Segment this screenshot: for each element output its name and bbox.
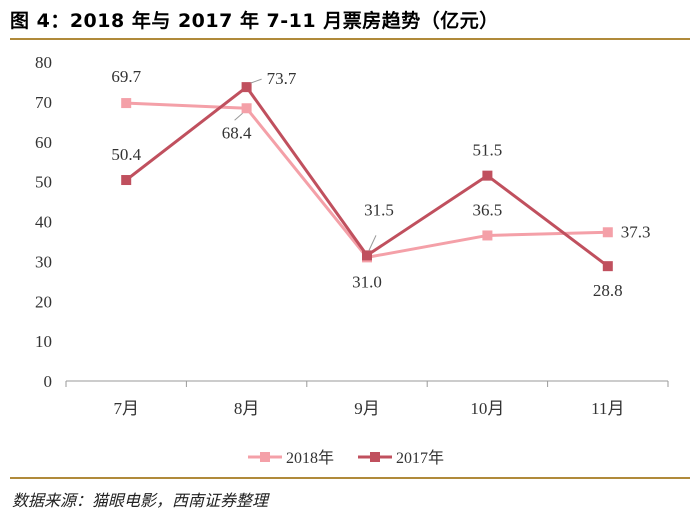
y-tick-label: 60 [35,133,52,152]
y-tick-label: 80 [35,53,52,72]
leader-line [368,235,377,251]
leader-line [250,78,262,84]
source-note: 数据来源：猫眼电影，西南证券整理 [12,491,269,510]
x-tick-label: 11月 [591,399,624,418]
legend-label: 2018年 [286,449,334,467]
data-label: 36.5 [473,200,503,219]
y-tick-label: 20 [35,292,52,311]
series-line-2018 [126,101,608,259]
data-point-marker [362,250,372,261]
y-tick-label: 50 [35,173,52,192]
data-label: 69.7 [111,67,141,86]
title-rule [10,38,690,40]
legend-marker [260,452,270,462]
x-tick-label: 7月 [113,399,139,418]
leader-line [234,112,243,121]
data-point-marker [482,170,493,181]
x-tick-label: 9月 [354,399,380,418]
data-point-marker [482,230,493,241]
data-point-marker [602,227,613,238]
data-label: 50.4 [111,145,141,164]
figure-title: 图 4：2018 年与 2017 年 7-11 月票房趋势（亿元） [10,10,499,32]
y-tick-label: 70 [35,93,52,112]
y-tick-label: 0 [44,372,53,391]
data-label: 51.5 [473,141,503,160]
source-rule [10,477,690,479]
legend-label: 2017年 [396,449,444,467]
data-point-marker [241,82,252,93]
y-tick-label: 10 [35,332,52,351]
data-label: 37.3 [621,222,651,241]
data-point-marker [121,98,132,109]
y-tick-label: 30 [35,252,52,271]
x-tick-label: 8月 [234,399,260,418]
y-tick-label: 40 [35,213,52,232]
data-label: 31.5 [364,200,394,219]
data-label: 31.0 [352,272,382,291]
data-point-marker [602,261,613,272]
series-line-2017 [125,85,609,268]
data-point-marker [241,103,252,114]
data-label: 73.7 [267,69,297,88]
data-label: 28.8 [593,281,623,300]
legend-marker [370,452,380,462]
data-label: 68.4 [222,123,252,142]
x-tick-label: 10月 [470,399,504,418]
data-point-marker [121,175,132,186]
